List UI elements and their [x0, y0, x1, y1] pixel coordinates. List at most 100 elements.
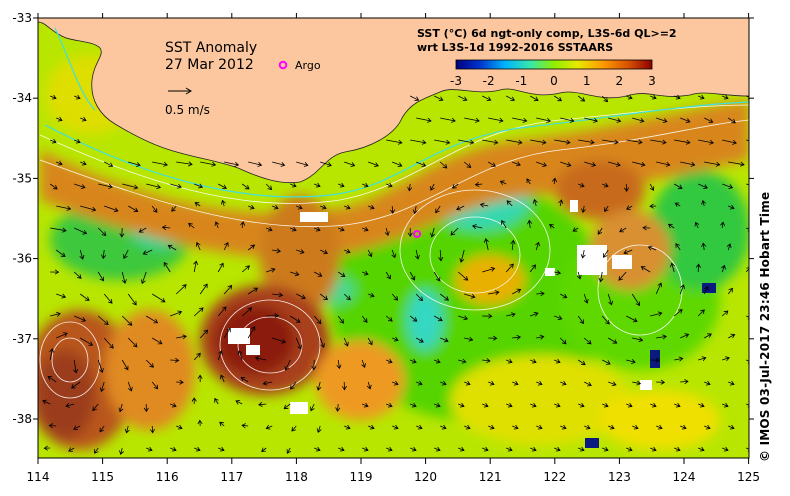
current-vector: [728, 380, 735, 386]
argo-legend-marker: [278, 60, 288, 70]
current-vector: [512, 161, 521, 167]
current-vector: [224, 161, 240, 167]
current-vector: [505, 263, 514, 273]
current-vector: [391, 293, 399, 301]
current-vector: [488, 117, 504, 123]
current-vector: [392, 380, 399, 386]
current-vector: [70, 381, 81, 389]
current-vector: [458, 358, 467, 364]
current-vector: [698, 402, 705, 408]
current-vector: [385, 271, 391, 280]
current-vector: [415, 293, 424, 302]
lat-tick-label: -34: [12, 91, 32, 105]
current-vector: [50, 94, 57, 100]
current-vector: [188, 222, 195, 229]
current-vector: [554, 139, 571, 145]
current-vector: [722, 139, 737, 145]
current-vector: [433, 271, 441, 282]
current-vector: [266, 313, 279, 319]
current-vector: [532, 198, 538, 207]
current-vector: [199, 329, 209, 339]
current-vector: [608, 381, 617, 387]
current-vector: [170, 402, 177, 408]
current-vector: [313, 315, 322, 325]
current-vector: [667, 223, 675, 229]
current-vector: [482, 358, 491, 364]
current-vector: [647, 245, 657, 251]
current-vector: [488, 335, 498, 341]
current-vector: [170, 357, 180, 363]
current-vector: [434, 139, 451, 145]
current-vector: [458, 139, 475, 145]
current-vector: [407, 227, 413, 238]
current-vector: [163, 261, 171, 273]
current-vector: [607, 293, 613, 306]
current-vector: [560, 380, 567, 386]
current-vector: [434, 402, 441, 408]
current-vector: [56, 205, 72, 211]
current-vector: [221, 199, 226, 207]
current-vector: [145, 359, 154, 368]
current-vector: [458, 402, 465, 408]
current-vector: [597, 227, 603, 235]
current-vector: [74, 315, 87, 322]
current-vector: [728, 161, 745, 167]
current-vector: [601, 95, 609, 103]
current-vector: [103, 337, 114, 349]
current-vector: [602, 139, 619, 145]
current-vector: [49, 183, 58, 190]
current-vector: [97, 227, 107, 237]
current-vector: [296, 161, 309, 167]
current-vector: [56, 160, 63, 166]
current-vector: [320, 204, 327, 210]
current-vector: [386, 402, 393, 408]
colorbar-tick-label: 2: [616, 74, 624, 88]
current-vector: [602, 182, 609, 188]
current-vector: [554, 358, 561, 364]
current-vector: [195, 241, 201, 251]
current-vector: [746, 139, 749, 142]
current-vector: [217, 306, 227, 317]
current-vector: [386, 182, 393, 188]
current-vector: [258, 401, 267, 407]
current-vector: [510, 239, 516, 251]
current-vector: [674, 139, 691, 145]
current-vector: [650, 139, 667, 145]
current-vector: [458, 315, 469, 321]
current-vector: [79, 293, 90, 301]
current-vector: [171, 205, 177, 212]
current-vector: [434, 358, 441, 364]
current-vector: [193, 352, 201, 361]
current-vector: [655, 282, 663, 295]
current-vector: [728, 204, 735, 210]
current-vector: [94, 447, 99, 454]
current-vector: [720, 221, 726, 229]
current-vector: [560, 117, 575, 123]
current-vector: [272, 337, 287, 344]
current-vector: [703, 286, 709, 295]
map-date: 27 Mar 2012: [165, 57, 254, 73]
current-vector: [416, 161, 427, 167]
current-vector: [530, 358, 537, 364]
current-vector: [314, 446, 321, 452]
lat-tick-label: -38: [12, 412, 32, 426]
current-vector: [193, 307, 204, 317]
current-vector: [583, 337, 592, 345]
current-vector: [656, 334, 667, 340]
current-vector: [722, 356, 730, 362]
current-vector: [746, 227, 749, 232]
current-vector: [336, 359, 342, 370]
current-vector: [698, 446, 705, 452]
current-vector: [74, 183, 86, 189]
current-vector: [746, 315, 749, 320]
current-vector: [176, 424, 183, 430]
current-vector: [553, 95, 563, 102]
current-vector: [439, 293, 450, 301]
current-vector: [151, 205, 158, 213]
current-vector: [607, 337, 618, 344]
current-vector: [577, 95, 586, 102]
current-vector: [50, 269, 60, 275]
current-vector: [675, 243, 681, 251]
current-vector: [194, 183, 203, 189]
